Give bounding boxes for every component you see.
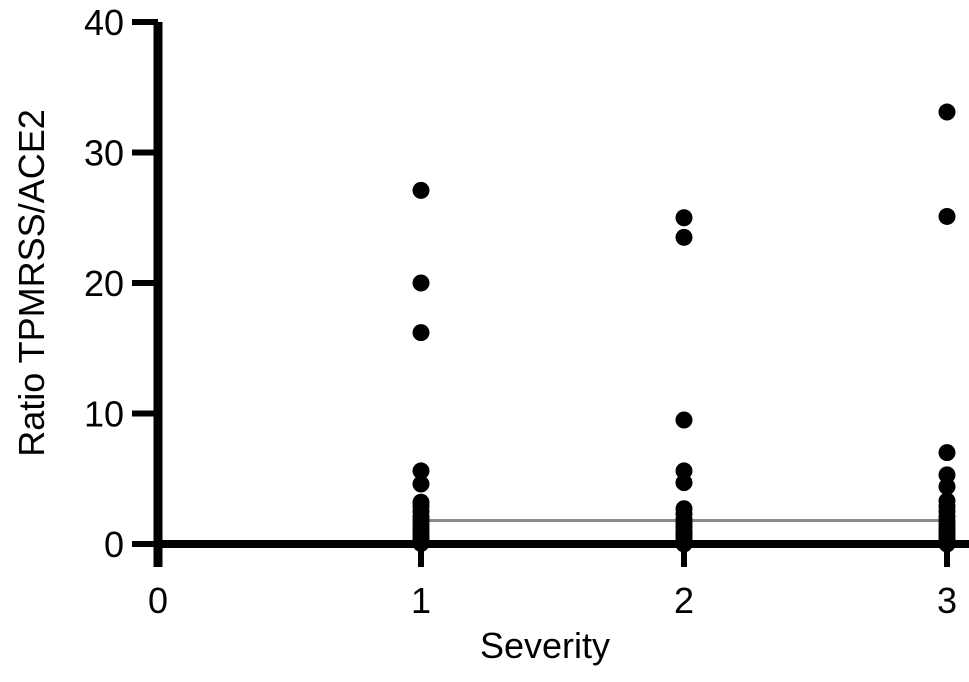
- y-axis-title: Ratio TPMRSS/ACE2: [11, 109, 52, 456]
- y-tick-label: 30: [84, 132, 124, 173]
- x-tick-label: 0: [148, 580, 168, 621]
- data-point: [412, 534, 430, 552]
- data-point: [938, 103, 956, 121]
- data-point: [412, 324, 430, 342]
- x-tick-label: 3: [937, 580, 957, 621]
- y-tick-label: 40: [84, 2, 124, 43]
- data-point: [412, 274, 430, 292]
- data-point: [412, 181, 430, 199]
- data-point: [938, 444, 956, 462]
- data-point: [412, 475, 430, 493]
- data-point: [675, 209, 693, 227]
- y-tick-labels: 0 10 20 30 40: [84, 2, 124, 565]
- data-point: [675, 462, 693, 480]
- y-tick-label: 20: [84, 263, 124, 304]
- data-point: [938, 207, 956, 225]
- x-tick-label: 1: [411, 580, 431, 621]
- data-point: [412, 462, 430, 480]
- x-axis-title: Severity: [480, 625, 610, 666]
- y-tick-label: 10: [84, 393, 124, 434]
- data-point: [675, 228, 693, 246]
- x-tick-labels: 0 1 2 3: [148, 580, 957, 621]
- data-point: [938, 478, 956, 496]
- axes: [153, 22, 969, 567]
- series-3: [938, 103, 956, 553]
- data-point: [675, 474, 693, 492]
- data-point: [938, 535, 956, 553]
- y-tick-label: 0: [104, 524, 124, 565]
- data-point: [675, 535, 693, 553]
- data-points: [412, 103, 956, 553]
- series-1: [412, 181, 430, 552]
- y-axis-ticks: [132, 19, 158, 547]
- series-2: [675, 209, 693, 553]
- x-tick-label: 2: [674, 580, 694, 621]
- data-point: [938, 466, 956, 484]
- data-point: [675, 411, 693, 429]
